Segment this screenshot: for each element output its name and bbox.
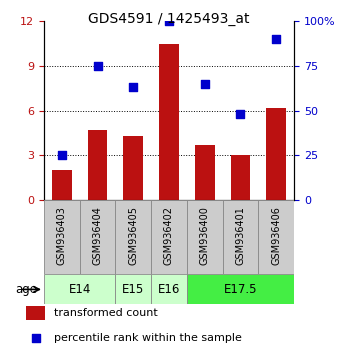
Bar <box>195 145 215 200</box>
Text: E17.5: E17.5 <box>224 283 257 296</box>
Text: E16: E16 <box>158 283 180 296</box>
Point <box>238 112 243 117</box>
Text: GSM936401: GSM936401 <box>236 206 245 265</box>
Text: GSM936406: GSM936406 <box>271 206 281 265</box>
Point <box>166 18 172 24</box>
Point <box>33 335 38 341</box>
Text: GSM936404: GSM936404 <box>93 206 102 265</box>
Bar <box>187 274 294 304</box>
Bar <box>123 136 143 200</box>
Bar <box>52 170 72 200</box>
Text: GDS4591 / 1425493_at: GDS4591 / 1425493_at <box>88 12 250 27</box>
Text: percentile rank within the sample: percentile rank within the sample <box>54 333 242 343</box>
Bar <box>115 274 151 304</box>
Text: transformed count: transformed count <box>54 308 158 318</box>
Text: GSM936403: GSM936403 <box>57 206 67 265</box>
Bar <box>159 44 179 200</box>
Bar <box>44 274 115 304</box>
Text: GSM936400: GSM936400 <box>200 206 210 265</box>
Bar <box>266 108 286 200</box>
Text: E15: E15 <box>122 283 144 296</box>
Bar <box>223 200 258 274</box>
Bar <box>80 200 115 274</box>
Bar <box>231 155 250 200</box>
Point <box>59 153 65 158</box>
Bar <box>258 200 294 274</box>
Point <box>273 36 279 42</box>
Text: E14: E14 <box>69 283 91 296</box>
Text: age: age <box>15 283 37 296</box>
Bar <box>187 200 223 274</box>
Point <box>95 63 100 69</box>
Bar <box>151 274 187 304</box>
Text: GSM936402: GSM936402 <box>164 206 174 265</box>
Text: GSM936405: GSM936405 <box>128 206 138 265</box>
Point <box>202 81 208 87</box>
Bar <box>115 200 151 274</box>
Bar <box>26 306 45 320</box>
Point <box>130 85 136 90</box>
Bar <box>151 200 187 274</box>
Bar <box>88 130 107 200</box>
Bar <box>44 200 80 274</box>
